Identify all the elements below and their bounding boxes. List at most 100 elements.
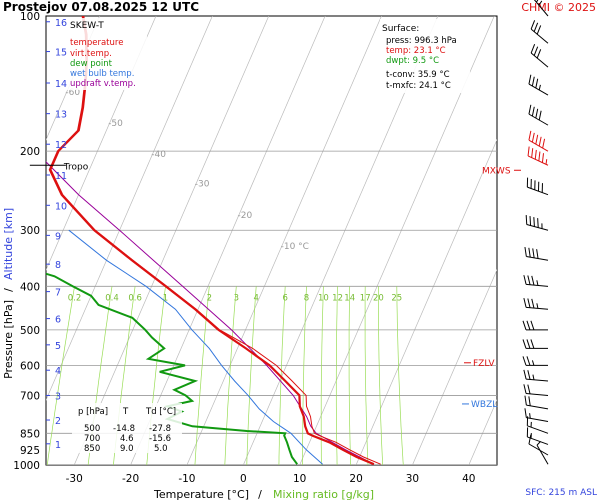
surface-temp: temp: 23.1 °C	[386, 46, 446, 56]
isotherm-label: -50	[108, 119, 123, 129]
mixing-ratio-label: 0.4	[105, 293, 119, 303]
pressure-tick-label: 1000	[13, 460, 40, 472]
legend-dew-point: dew point	[70, 59, 113, 69]
temperature-tick-label: 0	[240, 473, 247, 485]
mixing-ratio-label: 2	[207, 293, 212, 303]
isotherm-label: -70	[22, 57, 37, 67]
altitude-tick-label: 11	[55, 171, 67, 182]
table-row-850-t: 9.0	[120, 444, 134, 454]
sfc-label: SFC: 215 m ASL	[525, 488, 597, 498]
mixing-ratio-label: 1	[163, 293, 168, 303]
altitude-tick-label: 10	[55, 201, 67, 212]
mixing-ratio-line	[194, 286, 210, 465]
wind-barb	[528, 104, 549, 126]
isotherm-line	[130, 16, 326, 465]
wind-barb	[530, 44, 549, 68]
mxws-label: MXWS	[482, 166, 511, 176]
dew-point-line	[46, 272, 299, 465]
tropopause-marker: Tropo	[29, 162, 89, 172]
pressure-tick-label: 500	[20, 325, 40, 337]
wind-barb	[528, 130, 549, 152]
level-table: p [hPa] T Td [°C] 500 -14.8 -27.8 700 4.…	[72, 403, 182, 454]
wind-barb	[523, 384, 549, 396]
wind-barb	[536, 441, 549, 465]
wind-barb	[523, 369, 549, 382]
temperature-tick-label: -10	[178, 473, 195, 485]
isotherm-label: -10 °C	[281, 242, 309, 252]
table-row-850-p: 850	[84, 444, 100, 454]
wind-barb	[528, 434, 549, 456]
wind-barb	[526, 177, 549, 196]
wind-barbs	[522, 0, 549, 465]
pressure-tick-label: 200	[20, 146, 40, 158]
mixing-ratio-label: 20	[373, 293, 384, 303]
altitude-tick-label: 5	[55, 341, 61, 352]
mixing-ratio-label: 25	[391, 293, 402, 303]
surface-tmxfc: t-mxfc: 24.1 °C	[386, 81, 451, 91]
isotherm-label: -80 °C	[0, 26, 8, 36]
wind-barb	[522, 339, 548, 349]
mixing-ratio-label: 14	[344, 293, 355, 303]
altitude-tick-label: 8	[55, 260, 61, 271]
temperature-tick-label: -30	[66, 473, 83, 485]
fzlv-label: FZLV	[473, 359, 495, 369]
table-row-700-p: 700	[84, 434, 100, 444]
pressure-tick-label: 600	[20, 360, 40, 372]
wind-barb	[523, 275, 549, 287]
wind-barb	[523, 298, 549, 310]
table-row-700-t: 4.6	[120, 434, 134, 444]
surface-tconv: t-conv: 35.9 °C	[386, 70, 450, 80]
temperature-tick-label: -20	[122, 473, 139, 485]
isotherm-line	[46, 16, 213, 401]
temperature-tick-label: 30	[406, 473, 419, 485]
isotherm-label: -20	[238, 211, 253, 221]
table-row-850-td: 5.0	[154, 444, 168, 454]
isotherm-line	[46, 16, 157, 271]
chart-title: Prostejov 07.08.2025 12 UTC	[3, 0, 199, 14]
legend-temperature: temperature	[70, 38, 123, 48]
mixing-ratio-label: 6	[282, 293, 287, 303]
mixing-ratio-line	[378, 286, 384, 465]
table-row-700-td: -15.6	[149, 434, 171, 444]
level-markers: MXWS FZLV WBZL SFC: 215 m ASL	[462, 166, 597, 498]
wind-barb	[528, 74, 549, 96]
wbzl-label: WBZL	[471, 400, 497, 410]
isotherm-label: -30	[195, 180, 210, 190]
y-axis-titles: Pressure [hPa] / Altitude [km]	[2, 208, 15, 379]
wind-barb	[524, 395, 549, 410]
altitude-tick-label: 13	[55, 110, 67, 121]
y-axis-title-2: Altitude [km]	[2, 208, 15, 280]
altitude-tick-label: 1	[55, 440, 61, 451]
mixing-ratio-label: 8	[304, 293, 309, 303]
isotherm-line	[46, 16, 100, 141]
legend-updraft: updraft v.temp.	[70, 79, 136, 89]
tropo-label: Tropo	[63, 162, 89, 172]
mixing-ratio-label: 12	[332, 293, 343, 303]
virtual-temp-line	[50, 16, 381, 465]
mixing-ratio-label: 17	[360, 293, 371, 303]
pressure-tick-label: 300	[20, 225, 40, 237]
table-header-p: p [hPa]	[78, 407, 108, 417]
table-row-500-p: 500	[84, 424, 100, 434]
mixing-ratio-line	[348, 286, 351, 465]
altitude-tick-label: 2	[55, 416, 61, 427]
mixing-ratio-label: 10	[318, 293, 329, 303]
temperature-tick-label: 20	[349, 473, 362, 485]
wind-barb	[526, 427, 549, 445]
pressure-tick-label: 925	[20, 445, 40, 457]
wind-barb	[527, 146, 549, 166]
isotherm-label: -60	[65, 88, 80, 98]
mixing-ratio-line	[278, 286, 286, 465]
surface-info: Surface: press: 996.3 hPa temp: 23.1 °C …	[380, 19, 470, 93]
altitude-tick-label: 9	[55, 231, 61, 242]
wind-barb	[525, 215, 549, 231]
pressure-tick-label: 700	[20, 390, 40, 402]
table-header-t: T	[122, 407, 129, 417]
mixing-ratio-line	[320, 286, 324, 465]
table-header-td: Td [°C]	[145, 407, 176, 417]
legend-heading: SKEW-T	[70, 21, 104, 31]
altitude-tick-label: 16	[55, 18, 67, 29]
mixing-ratio-line	[46, 286, 75, 465]
surface-heading: Surface:	[382, 24, 419, 34]
